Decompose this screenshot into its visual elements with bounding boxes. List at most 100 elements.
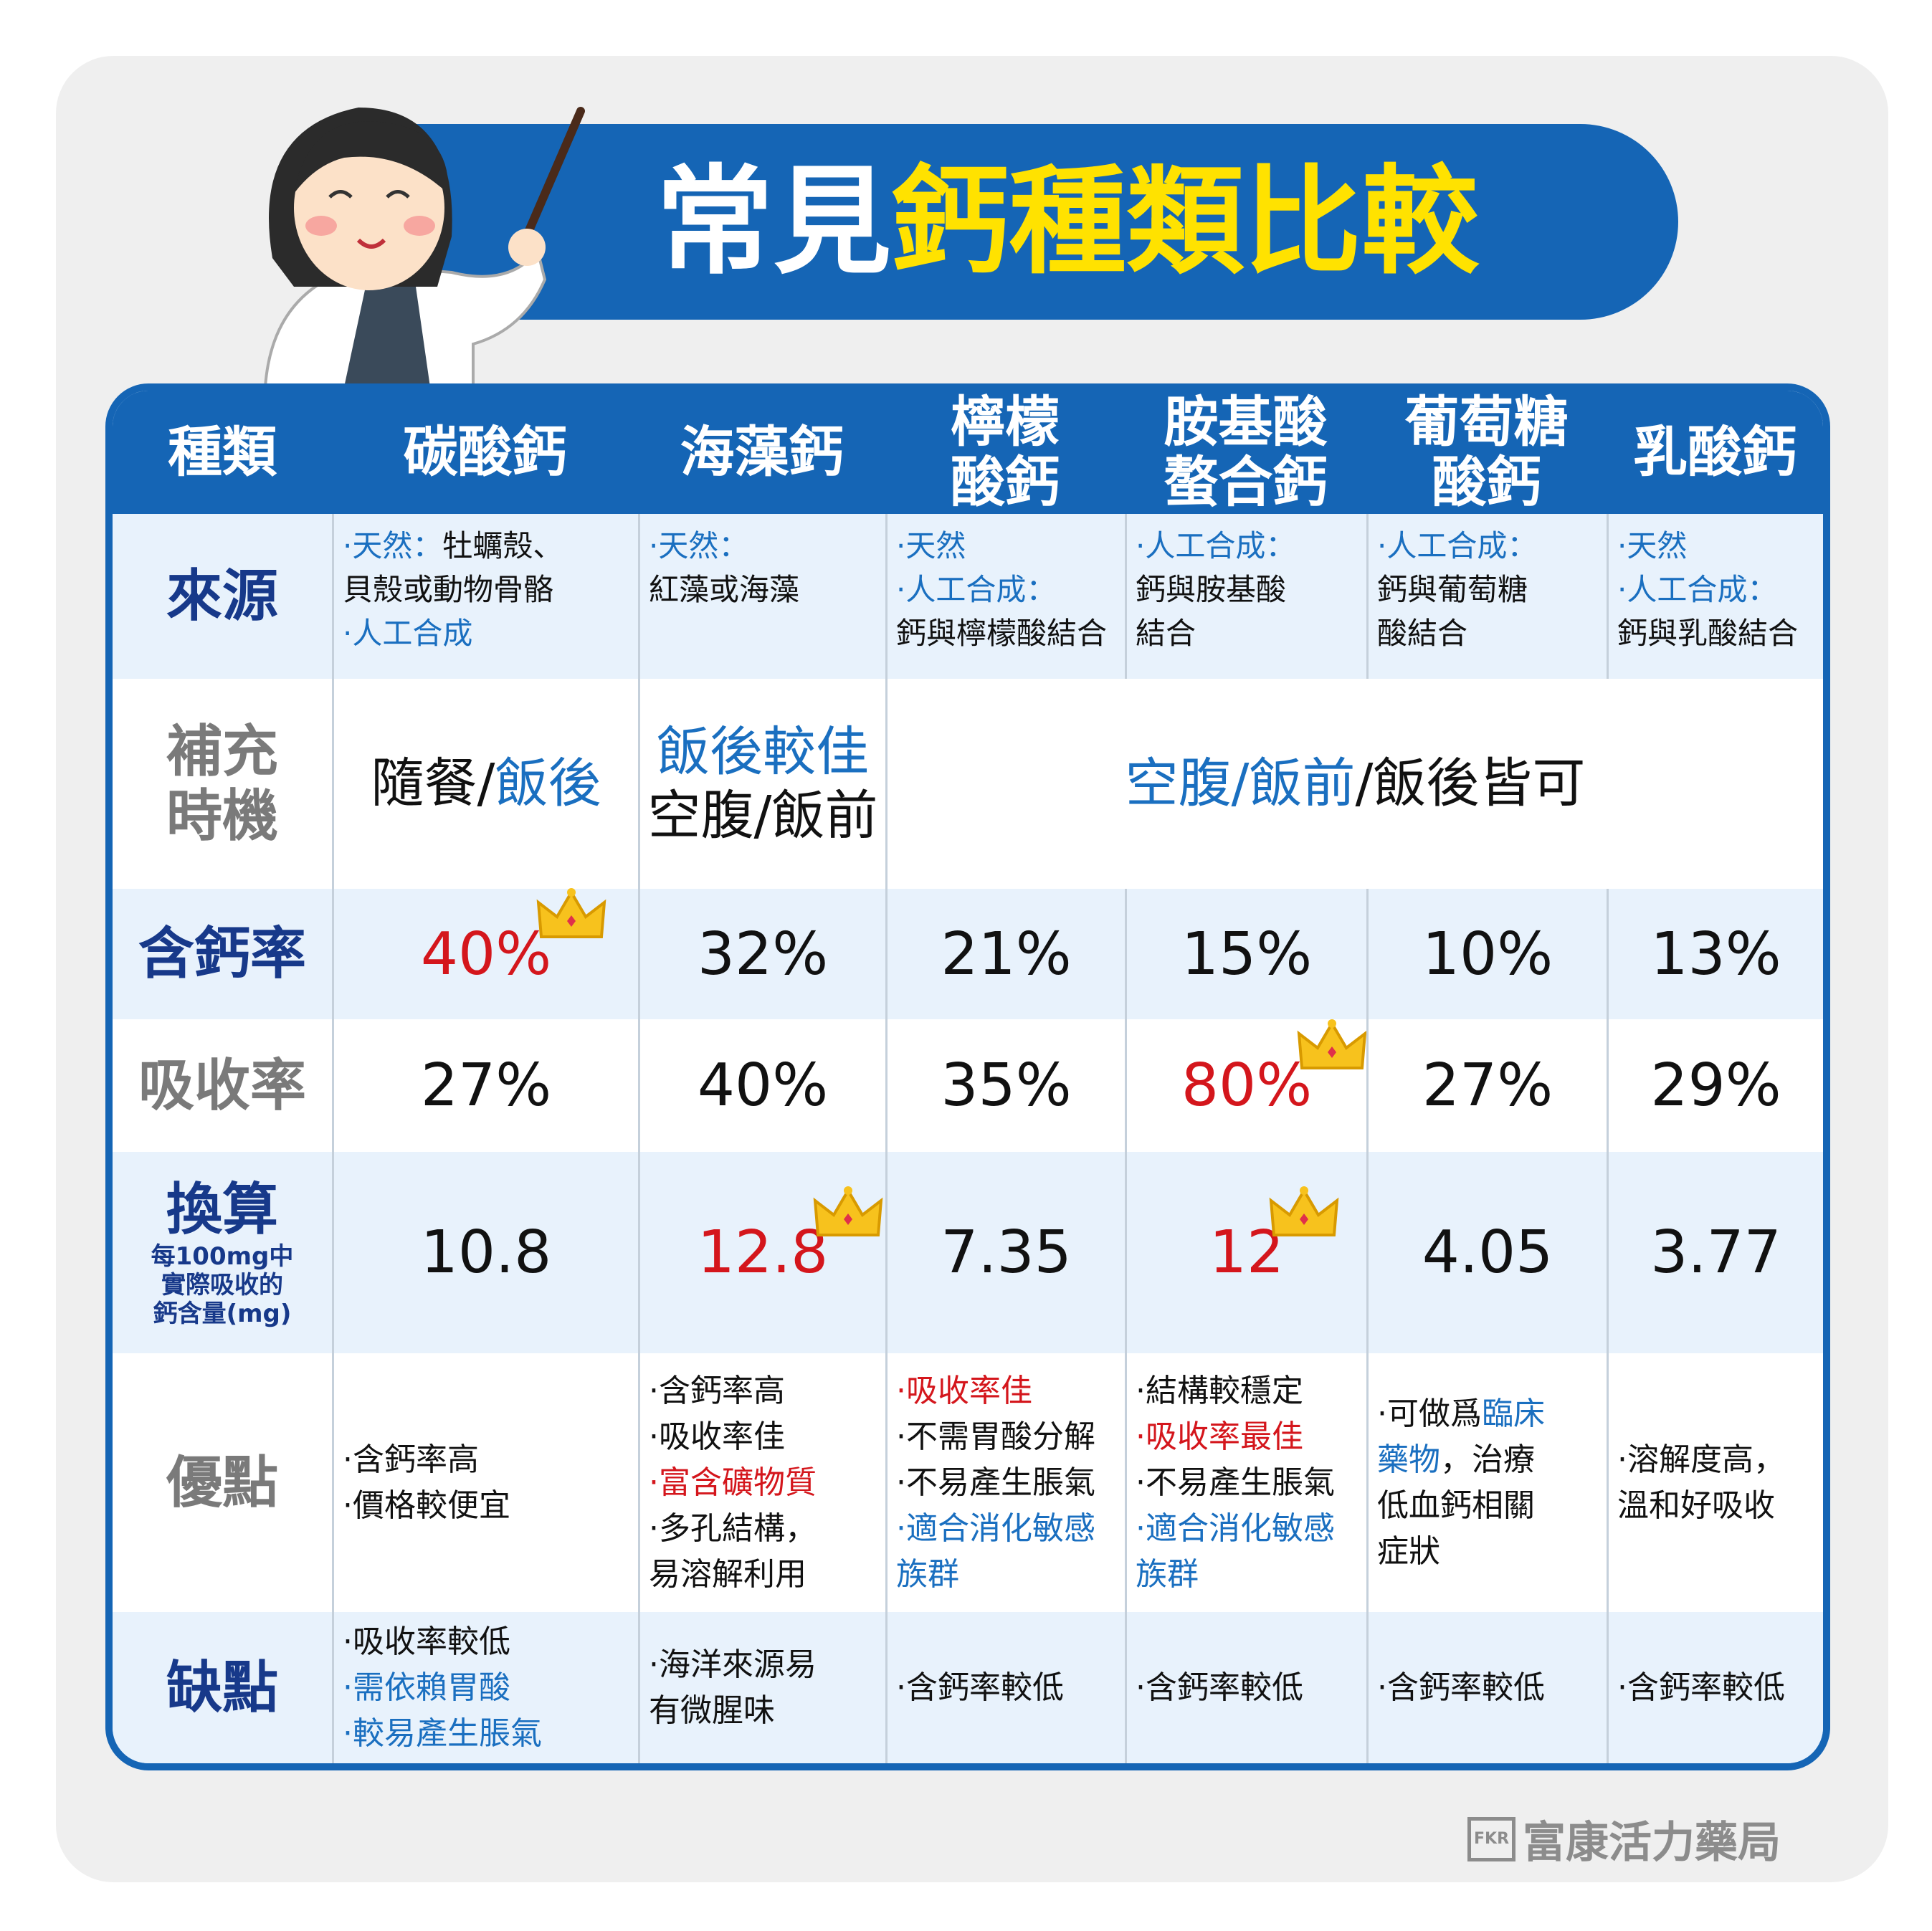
cell-line: 10% — [1422, 912, 1553, 997]
cell-text: 酸結合 — [1377, 616, 1468, 651]
cell-text: ·海洋來源易 — [649, 1646, 817, 1683]
cell-text: 7.35 — [941, 1219, 1072, 1287]
cell-text: 空腹/飯前 — [647, 784, 878, 847]
cell-text: ·吸收率佳 — [896, 1372, 1032, 1409]
header-text: 碳酸鈣 — [403, 420, 567, 484]
row-label: 優點 — [113, 1353, 332, 1612]
cell-line: 4.05 — [1422, 1210, 1553, 1295]
table-cell: 10% — [1366, 889, 1607, 1019]
cell-line: ·吸收率較低 — [343, 1619, 510, 1665]
table-cell: 12 — [1125, 1152, 1366, 1353]
table-cell: 15% — [1125, 889, 1366, 1019]
row-label-text: 優點 — [166, 1450, 278, 1515]
cell-line: 鈣與胺基酸 — [1136, 568, 1286, 611]
header-cell: 乳酸鈣 — [1607, 391, 1823, 514]
cell-text: ·天然 — [1617, 528, 1688, 563]
cell-text: 35% — [941, 1052, 1072, 1120]
header-text: 檸檬 — [951, 390, 1060, 454]
cell-line: ·結構較穩定 — [1136, 1368, 1303, 1414]
cell-text: 27% — [420, 1052, 552, 1120]
cell-text: ·適合消化敏感 — [896, 1510, 1095, 1547]
cell-text: 族群 — [896, 1555, 959, 1593]
cell-line: ·不需胃酸分解 — [896, 1414, 1095, 1460]
cell-line: 40% — [698, 1043, 828, 1128]
cell-line: ·含鈣率高 — [343, 1437, 479, 1483]
cell-line: 21% — [941, 912, 1071, 997]
table-cell: 12.8 — [638, 1152, 885, 1353]
table-cell: ·溶解度高， 溫和好吸收 — [1607, 1353, 1823, 1612]
cell-text: ·天然： — [343, 528, 443, 563]
header-text: 種類 — [168, 420, 277, 484]
cell-text: 80% — [1181, 1052, 1313, 1120]
cell-text: ·含鈣率較低 — [1136, 1669, 1303, 1706]
cell-text: 隨餐/ — [371, 753, 495, 814]
cell-line: ·含鈣率較低 — [896, 1665, 1064, 1711]
cell-line: 有微腥味 — [649, 1688, 775, 1734]
cell-line: 鈣與乳酸結合 — [1617, 611, 1798, 655]
cell-text: ·天然： — [649, 528, 749, 563]
cell-text: ·人工合成： — [1136, 528, 1296, 563]
table-cell: ·天然： 紅藻或海藻 — [638, 514, 885, 679]
cell-line: ·含鈣率較低 — [1136, 1665, 1303, 1711]
cell-text: 低血鈣相關 — [1377, 1487, 1535, 1524]
cell-line: 27% — [421, 1043, 551, 1128]
cell-text: ·價格較便宜 — [343, 1487, 510, 1524]
cell-text: ·人工合成： — [1617, 572, 1778, 607]
table-cell: 空腹/飯前/飯後皆可 — [885, 679, 1823, 889]
table-cell: 27% — [1366, 1019, 1607, 1152]
table-cell: 21% — [885, 889, 1125, 1019]
cell-text: 鈣與乳酸結合 — [1617, 616, 1799, 651]
row-sublabel-text: 每100mg中 — [151, 1241, 294, 1271]
table-cell: ·含鈣率較低 — [1125, 1612, 1366, 1763]
cell-text: 飯後較佳 — [657, 720, 869, 783]
cell-line: 低血鈣相關 — [1377, 1483, 1535, 1529]
cell-line: 鈣與葡萄糖 — [1377, 568, 1528, 611]
cell-text: 10.8 — [420, 1219, 552, 1287]
table-cell: 40% — [332, 887, 638, 1019]
header-cell: 檸檬 酸鈣 — [885, 391, 1125, 514]
cell-line: ·吸收率佳 — [896, 1368, 1032, 1414]
cell-text: ·不易產生脹氣 — [896, 1464, 1095, 1501]
row-label-text: 來源 — [166, 564, 278, 629]
header-text: 海藻鈣 — [680, 420, 844, 484]
header-text: 螯合鈣 — [1164, 450, 1328, 514]
cell-line: ·天然 — [896, 524, 966, 568]
cell-line: ·不易產生脹氣 — [1136, 1460, 1335, 1506]
cell-text: ·可做爲 — [1377, 1395, 1482, 1432]
table-cell: 27% — [332, 1019, 638, 1152]
crown-icon — [1296, 1013, 1368, 1098]
cell-line: ·可做爲臨床 — [1377, 1391, 1545, 1437]
header-cell: 碳酸鈣 — [332, 391, 638, 514]
cell-line: 結合 — [1136, 611, 1196, 655]
table-cell: ·含鈣率較低 — [1366, 1612, 1607, 1763]
cell-text: ·溶解度高， — [1617, 1441, 1785, 1478]
brand-logo: FKR — [1467, 1816, 1516, 1861]
cell-line: 29% — [1650, 1043, 1781, 1128]
cell-line: 80% — [1181, 1019, 1367, 1128]
table-cell: 40% — [638, 1019, 885, 1152]
cell-line: ·較易產生脹氣 — [343, 1711, 542, 1757]
crown-icon — [1268, 1180, 1340, 1265]
cell-text: 有微腥味 — [649, 1692, 775, 1729]
cell-line: 飯後較佳 — [657, 720, 869, 784]
doctor-illustration — [263, 107, 585, 387]
cell-line: ·天然： — [649, 524, 748, 568]
cell-text: ·含鈣率高 — [343, 1441, 479, 1478]
cell-line: ·需依賴胃酸 — [343, 1665, 510, 1711]
row-label: 缺點 — [113, 1612, 332, 1763]
cell-text: ·吸收率最佳 — [1136, 1418, 1303, 1455]
crown-icon — [536, 882, 607, 967]
cell-text: ·含鈣率較低 — [1617, 1669, 1785, 1706]
cell-text: ·含鈣率較低 — [896, 1669, 1064, 1706]
header-text: 乳酸鈣 — [1633, 420, 1797, 484]
cell-line: ·人工合成： — [1617, 568, 1777, 611]
cell-text: 族群 — [1136, 1555, 1199, 1593]
cell-line: 12.8 — [698, 1186, 883, 1295]
cell-line: ·天然：牡蠣殼、 — [343, 524, 563, 568]
cell-line: 易溶解利用 — [649, 1552, 806, 1598]
cell-text: 4.05 — [1422, 1219, 1553, 1287]
cell-text: ·不需胃酸分解 — [896, 1418, 1095, 1455]
cell-text: 藥物 — [1377, 1441, 1440, 1478]
cell-text: 15% — [1181, 920, 1313, 988]
cell-line: ·含鈣率高 — [649, 1368, 785, 1414]
